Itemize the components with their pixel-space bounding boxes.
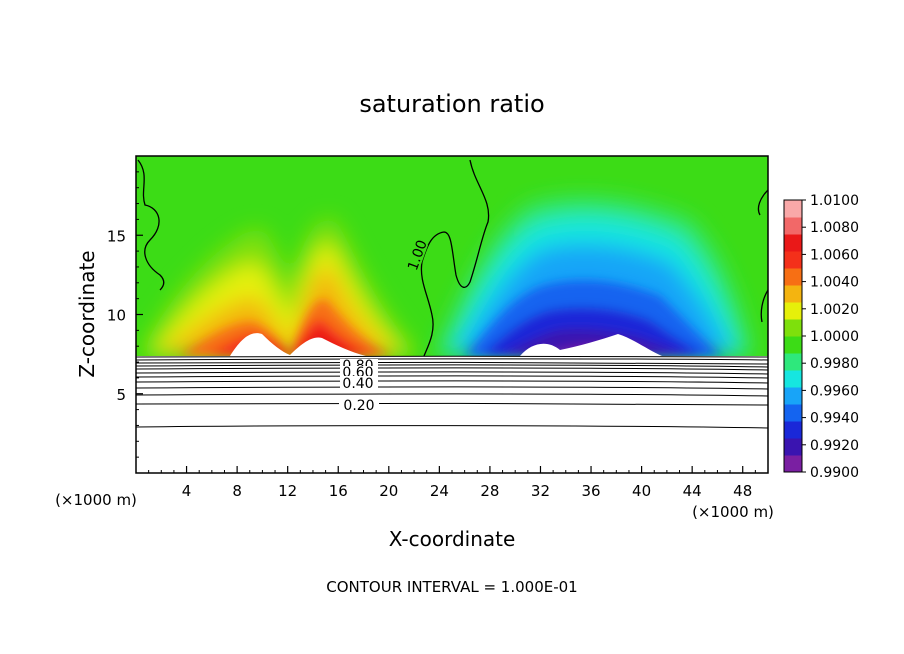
x-tick-label: 36: [581, 482, 600, 500]
x-axis: 4 8 12 16 20 24 28 32 36 40 44 48: [148, 466, 756, 500]
colorbar-tick-label: 1.0020: [810, 302, 859, 318]
colorbar-tick-label: 1.0040: [810, 275, 859, 291]
y-tick-label: 10: [107, 307, 126, 325]
colorbar: 1.0100 1.0080 1.0060 1.0040 1.0020 1.0000 0.99…: [784, 193, 859, 481]
x-tick-label: 32: [531, 482, 550, 500]
humidity-contours: [136, 355, 768, 429]
colorbar-tick-label: 0.9900: [810, 465, 859, 481]
colorbar-swatch: [784, 217, 802, 235]
colorbar-swatch: [784, 251, 802, 269]
colorbar-swatch: [784, 455, 802, 473]
x-tick-label: 12: [278, 482, 297, 500]
colorbar-swatch: [784, 234, 802, 252]
colorbar-swatch: [784, 268, 802, 286]
colorbar-frame: [783, 199, 803, 473]
colorbar-swatch: [784, 353, 802, 371]
colorbar-tick-label: 0.9920: [810, 438, 859, 454]
colorbar-tick-label: 0.9980: [810, 356, 859, 372]
colorbar-swatch: [784, 285, 802, 303]
x-tick-label: 4: [182, 482, 192, 500]
contour-1-00-line: [420, 159, 490, 357]
x-axis-label: X-coordinate: [389, 527, 516, 551]
plot-area: [136, 156, 768, 473]
x-tick-label: 44: [683, 482, 702, 500]
contour-labels: 1.00 0.80 0.60 0.40 0.20: [339, 238, 431, 414]
x-tick-label: 16: [329, 482, 348, 500]
colorbar-swatch: [784, 370, 802, 388]
contour-1-00-line: [137, 159, 165, 291]
colorbar-tick-label: 1.0060: [810, 247, 859, 263]
x-tick-label: 28: [480, 482, 499, 500]
chart-title: saturation ratio: [359, 90, 544, 118]
x-unit-label-right: (×1000 m): [692, 503, 774, 521]
colorbar-swatch: [784, 421, 802, 439]
colorbar-swatch: [784, 404, 802, 422]
x-tick-label: 48: [733, 482, 752, 500]
y-axis-label: Z-coordinate: [75, 250, 99, 377]
subsaturation-core: [465, 280, 722, 356]
y-tick-label: 15: [107, 227, 126, 245]
colorbar-tick-label: 1.0100: [810, 193, 859, 209]
contour-1-00-line: [760, 289, 768, 323]
colorbar-swatch: [784, 319, 802, 337]
contour-interval-note: CONTOUR INTERVAL = 1.000E-01: [326, 578, 577, 596]
colorbar-tick-label: 0.9960: [810, 383, 859, 399]
colorbar-tick-label: 1.0000: [810, 329, 859, 345]
colorbar-swatch: [784, 438, 802, 456]
x-tick-label: 8: [232, 482, 242, 500]
contour-1-00-line: [757, 189, 768, 216]
colorbar-swatch: [784, 302, 802, 320]
contour-label-0-40: 0.40: [342, 376, 373, 392]
x-tick-label: 40: [632, 482, 651, 500]
x-tick-label: 20: [379, 482, 398, 500]
colorbar-tick-label: 0.9940: [810, 411, 859, 427]
colorbar-tick-label: 1.0080: [810, 220, 859, 236]
colorbar-swatch: [784, 336, 802, 354]
y-tick-label: 5: [116, 386, 126, 404]
y-axis: 5 10 15: [107, 171, 143, 458]
colorbar-swatch: [784, 387, 802, 405]
colorbar-swatch: [784, 200, 802, 218]
x-unit-label-left: (×1000 m): [55, 491, 137, 509]
x-tick-label: 24: [430, 482, 449, 500]
contour-label-0-20: 0.20: [343, 398, 374, 414]
